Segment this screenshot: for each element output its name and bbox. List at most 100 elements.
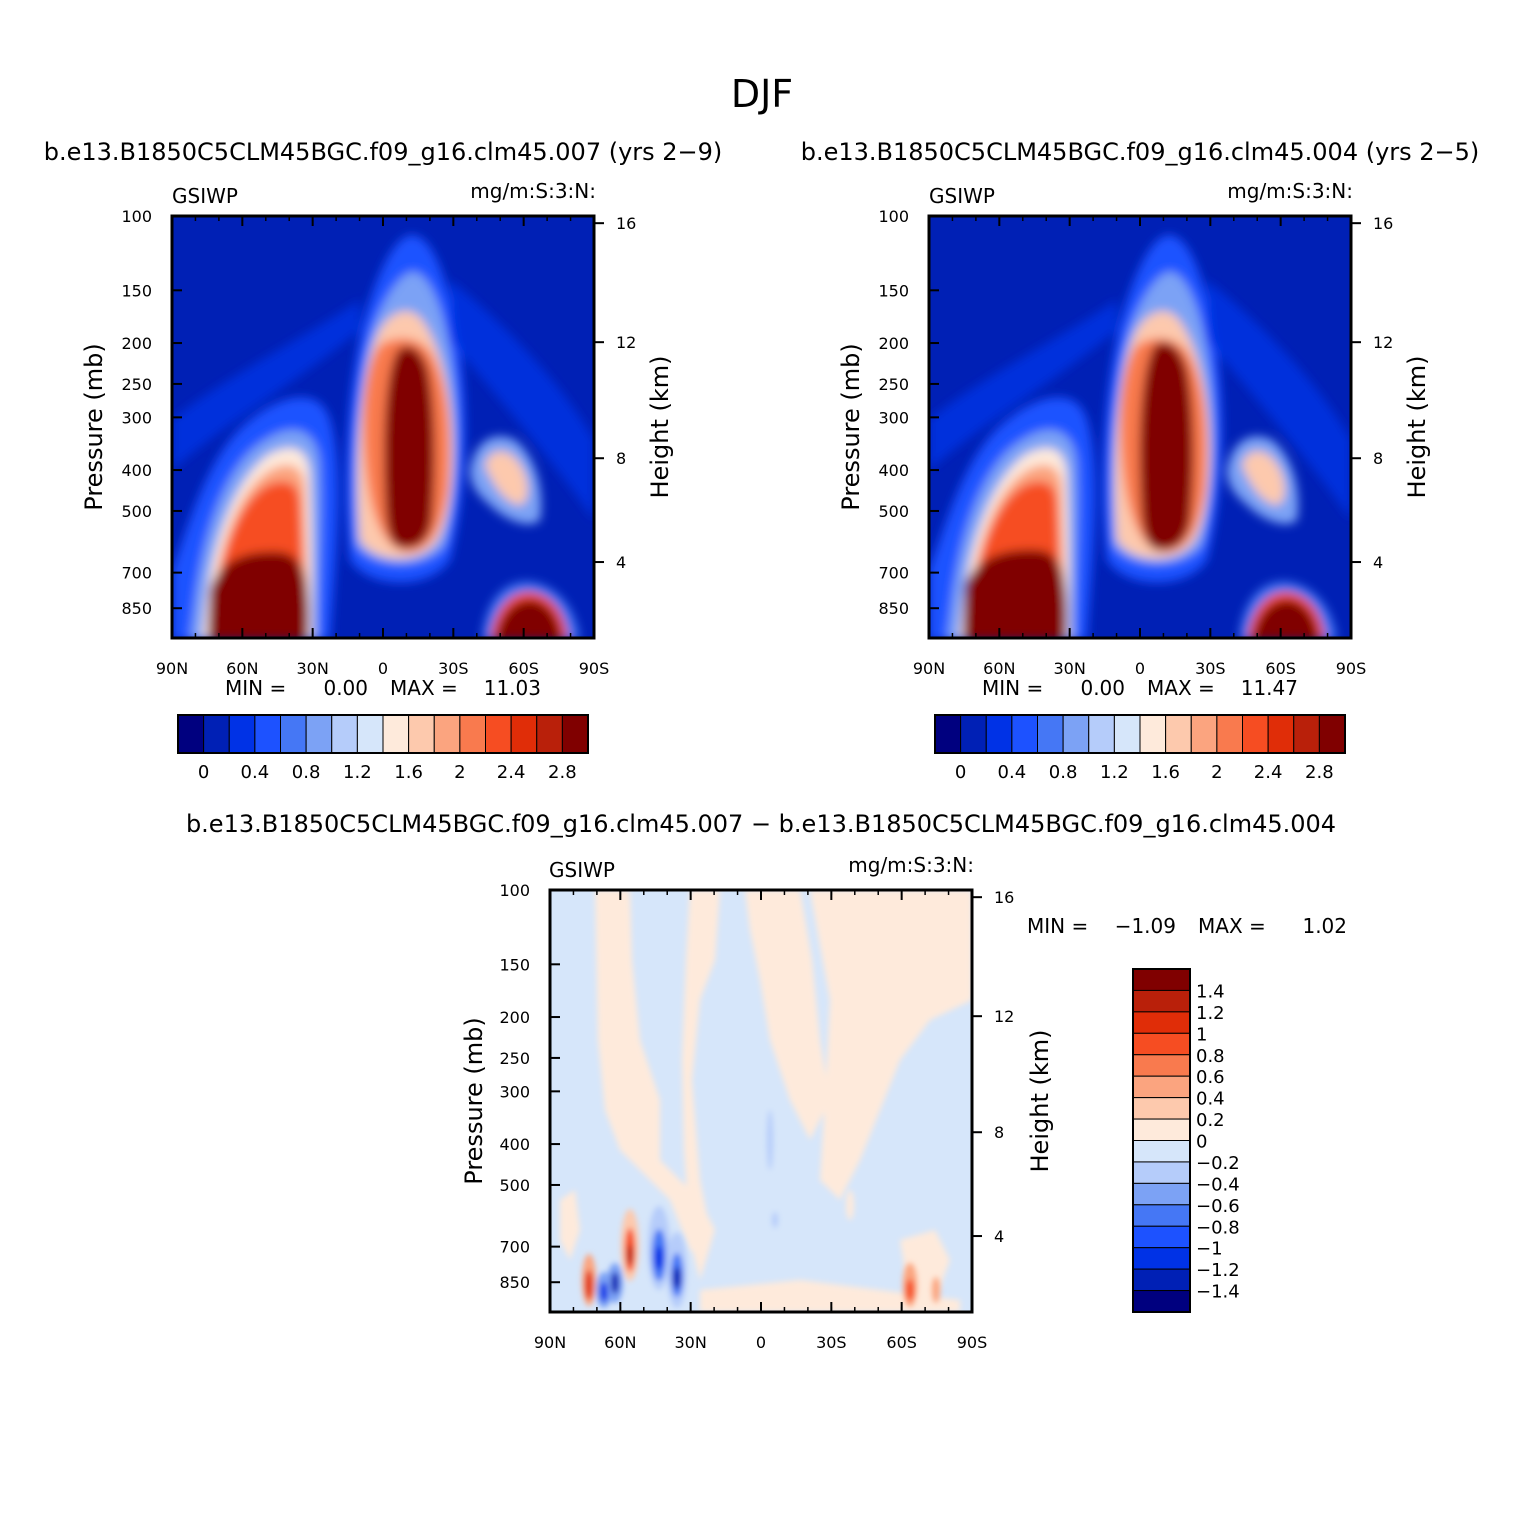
colorbar-label: 1.2 <box>343 762 372 783</box>
right-tick-label: 4 <box>994 1227 1004 1246</box>
y-tick-label: 500 <box>499 1176 530 1195</box>
colorbar-swatch <box>985 714 1013 754</box>
colorbar-swatch <box>1139 714 1167 754</box>
ylabel-left: Pressure (mb) <box>80 343 108 510</box>
colorbar-swatch <box>1132 1225 1191 1249</box>
colorbar-swatch <box>177 714 205 754</box>
colorbar-swatch <box>1132 1075 1191 1099</box>
x-tick-label: 90S <box>957 1333 988 1352</box>
colorbar-swatch <box>1216 714 1243 754</box>
colorbar-swatch <box>1113 714 1141 754</box>
x-tick-label: 60S <box>1265 659 1296 678</box>
colorbar-swatch <box>1132 1182 1191 1206</box>
colorbar-label: −1.2 <box>1196 1260 1240 1281</box>
colorbar-label: −0.4 <box>1196 1174 1240 1195</box>
colorbar-swatch <box>1293 714 1320 754</box>
x-tick-label: 30N <box>297 659 329 678</box>
panel-difference: 90N 60N 30N 0 30S 60S 90S 100 150 200 250 300 400 500… <box>460 853 1347 1352</box>
panel-top-left: 90N 60N 30N 0 30S 60S 90S 100 150 200 250 300 400 500… <box>80 179 674 783</box>
colorbar-swatch <box>203 714 230 754</box>
colorbar-label: 0.6 <box>1196 1067 1225 1088</box>
y-tick-label: 850 <box>499 1273 530 1292</box>
colorbar-left: 0 0.4 0.8 1.2 1.6 2 2.4 2.8 <box>177 714 589 783</box>
y-tick-label: 500 <box>878 502 909 521</box>
contour-field-left <box>172 216 594 638</box>
x-tick-label: 30S <box>438 659 469 678</box>
contour-field-difference <box>550 890 972 1312</box>
colorbar-swatch <box>1242 714 1269 754</box>
y-tick-label: 100 <box>499 881 530 900</box>
colorbar-swatch <box>960 714 987 754</box>
colorbar-label: 0.4 <box>241 762 270 783</box>
colorbar-label: 2.8 <box>548 762 577 783</box>
colorbar-swatch <box>561 714 589 754</box>
colorbar-label: 1.6 <box>1151 762 1180 783</box>
colorbar-swatch <box>1190 714 1218 754</box>
max-label-difference: MAX = <box>1198 914 1266 938</box>
colorbar-label: 1.2 <box>1196 1003 1225 1024</box>
panel-title-left: b.e13.B1850C5CLM45BGC.f09_g16.clm45.007 … <box>44 138 723 166</box>
right-tick-label: 12 <box>616 333 636 352</box>
colorbar-label: 0.8 <box>1049 762 1078 783</box>
colorbar-swatch <box>1132 968 1191 991</box>
x-tick-label: 90N <box>913 659 945 678</box>
colorbar-swatch <box>228 714 256 754</box>
colorbar-frame <box>934 714 1346 754</box>
variable-label-left: GSIWP <box>172 184 238 208</box>
colorbar-frame <box>177 714 589 754</box>
colorbar-swatch <box>1318 714 1346 754</box>
units-label-right: mg/m:S:3:N: <box>1227 179 1353 203</box>
y-tick-label: 200 <box>878 334 909 353</box>
colorbar-label: 2 <box>1211 762 1222 783</box>
x-tick-label: 0 <box>1135 659 1145 678</box>
colorbar-swatch <box>356 714 384 754</box>
colorbar-difference: 1.41.210.80.60.40.20−0.2−0.4−0.6−0.8−1−1… <box>1132 968 1240 1313</box>
colorbar-label: 1.4 <box>1196 981 1225 1002</box>
max-value-right: 11.47 <box>1241 676 1298 700</box>
right-tick-label: 12 <box>1373 333 1393 352</box>
colorbar-label: −0.6 <box>1196 1196 1240 1217</box>
y-tick-label: 700 <box>878 564 909 583</box>
y-tick-label: 400 <box>878 461 909 480</box>
max-value-difference: 1.02 <box>1302 914 1347 938</box>
colorbar-right: 0 0.4 0.8 1.2 1.6 2 2.4 2.8 <box>934 714 1346 783</box>
max-value-left: 11.03 <box>484 676 541 700</box>
x-tick-label: 90S <box>1336 659 1367 678</box>
difference-title: b.e13.B1850C5CLM45BGC.f09_g16.clm45.007 … <box>186 810 1336 838</box>
colorbar-swatch <box>280 714 307 754</box>
min-value-difference: −1.09 <box>1115 914 1176 938</box>
colorbar-swatch <box>485 714 512 754</box>
y-tick-label: 250 <box>878 375 909 394</box>
x-tick-label: 0 <box>378 659 388 678</box>
colorbar-label: 0.2 <box>1196 1110 1225 1131</box>
panel-top-right: 90N 60N 30N 0 30S 60S 90S 100 150 200 250 300 400 500… <box>837 179 1431 783</box>
colorbar-swatch <box>1132 1097 1191 1120</box>
colorbar-swatch <box>1132 1032 1191 1056</box>
x-tick-label: 90S <box>579 659 610 678</box>
colorbar-label: 0.8 <box>292 762 321 783</box>
colorbar-label: 2 <box>454 762 465 783</box>
colorbar-label: 0.4 <box>998 762 1027 783</box>
colorbar-swatch <box>536 714 563 754</box>
colorbar-swatch <box>1132 1011 1191 1034</box>
right-tick-label: 12 <box>994 1007 1014 1026</box>
y-tick-label: 850 <box>121 599 152 618</box>
y-tick-label: 400 <box>499 1135 530 1154</box>
colorbar-swatch <box>1088 714 1115 754</box>
y-tick-label: 300 <box>121 408 152 427</box>
axes-right: 90N 60N 30N 0 30S 60S 90S 100 150 200 250 300 400 500… <box>878 207 1393 678</box>
right-tick-label: 16 <box>994 888 1014 907</box>
y-tick-label: 200 <box>499 1008 530 1027</box>
colorbar-swatch <box>1132 1204 1191 1227</box>
units-label-difference: mg/m:S:3:N: <box>848 853 974 877</box>
colorbar-swatch <box>254 714 281 754</box>
colorbar-label: 2.4 <box>1254 762 1283 783</box>
y-tick-label: 500 <box>121 502 152 521</box>
ylabel-right-difference: Height (km) <box>1026 1030 1054 1173</box>
y-tick-label: 300 <box>499 1082 530 1101</box>
x-tick-label: 60N <box>226 659 258 678</box>
y-tick-label: 700 <box>499 1238 530 1257</box>
right-tick-label: 8 <box>1373 449 1383 468</box>
x-tick-label: 60S <box>508 659 539 678</box>
